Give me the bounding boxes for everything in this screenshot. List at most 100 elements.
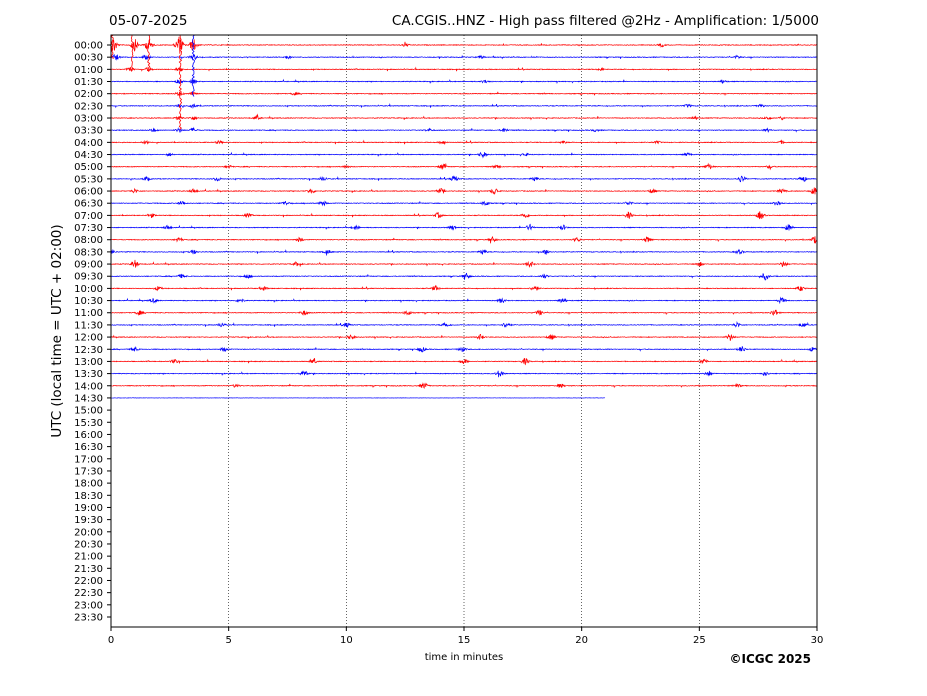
trace-1030 [110,296,818,305]
y-tick-label: 03:30 [74,126,103,137]
y-tick-label: 11:30 [74,320,103,331]
y-tick-label: 01:30 [74,77,103,88]
y-tick-label: 05:00 [74,162,103,173]
trace-1230 [110,346,818,353]
trace-0630 [110,200,818,207]
y-tick-label: 17:30 [74,466,103,477]
y-tick-label: 07:00 [74,211,103,222]
y-tick-label: 12:30 [74,345,103,356]
x-tick-label: 0 [108,635,114,646]
trace-0200 [110,91,818,97]
seismic-traces [110,36,818,399]
trace-0430 [110,151,818,159]
y-tick-label: 04:30 [74,150,103,161]
y-tick-label: 09:00 [74,260,103,271]
trace-0600 [110,187,818,195]
trace-0900 [110,259,818,268]
vertical-gridlines [228,35,700,627]
y-tick-label: 19:00 [74,503,103,514]
y-tick-label: 17:00 [74,454,103,465]
y-tick-label: 14:30 [74,393,103,404]
y-tick-label: 15:30 [74,418,103,429]
trace-0500 [110,162,818,171]
y-tick-label: 00:30 [74,53,103,64]
y-tick-label: 14:00 [74,381,103,392]
trace-0730 [110,223,818,231]
chart-title: CA.CGIS..HNZ - High pass filtered @2Hz -… [392,13,819,29]
y-tick-label: 19:30 [74,515,103,526]
y-tick-label: 01:00 [74,65,103,76]
y-tick-label: 07:30 [74,223,103,234]
spike-trace [178,34,183,130]
y-tick-label: 16:30 [74,442,103,453]
y-tick-label: 22:00 [74,576,103,587]
y-tick-label: 12:00 [74,333,103,344]
trace-0330 [110,126,818,133]
trace-0800 [110,236,818,244]
trace-0830 [110,248,818,256]
y-tick-label: 18:00 [74,479,103,490]
x-tick-label: 15 [458,635,471,646]
trace-1000 [110,284,818,292]
trace-1300 [110,357,818,366]
y-tick-label: 15:00 [74,406,103,417]
y-tick-label: 10:00 [74,284,103,295]
y-tick-label: 21:30 [74,564,103,575]
trace-0300 [110,113,818,121]
trace-1200 [110,333,818,341]
y-tick-label: 10:30 [74,296,103,307]
y-tick-label: 02:30 [74,101,103,112]
trace-1400 [110,382,818,389]
spike-trace [191,34,196,97]
y-tick-label: 13:00 [74,357,103,368]
trace-0100 [110,66,818,73]
x-tick-label: 20 [575,635,588,646]
trace-0000 [110,36,818,54]
y-tick-label: 05:30 [74,174,103,185]
y-tick-label: 02:00 [74,89,103,100]
spike-trace [147,34,151,70]
trace-0400 [110,139,818,145]
y-tick-label: 03:00 [74,114,103,125]
spike-trace [130,34,134,70]
y-axis-label: UTC (local time = UTC + 02:00) [49,224,65,437]
y-tick-label: 08:00 [74,235,103,246]
trace-0700 [110,211,818,220]
y-tick-label: 21:00 [74,552,103,563]
trace-0530 [110,175,818,183]
trace-0130 [110,78,818,85]
trace-1130 [110,321,818,329]
chart-date: 05-07-2025 [109,13,187,29]
y-tick-label: 13:30 [74,369,103,380]
y-tick-label: 09:30 [74,272,103,283]
trace-0230 [110,103,818,109]
x-tick-label: 25 [693,635,706,646]
y-tick-label: 20:30 [74,539,103,550]
y-tick-label: 11:00 [74,308,103,319]
x-tick-label: 30 [811,635,824,646]
x-tick-label: 5 [225,635,231,646]
x-axis-ticks: 0 5 10 15 20 25 30 [108,627,824,646]
y-tick-label: 08:30 [74,247,103,258]
y-tick-label: 22:30 [74,588,103,599]
y-tick-label: 18:30 [74,491,103,502]
y-tick-label: 06:30 [74,199,103,210]
plot-frame [110,34,818,628]
large-amplitude-spikes [110,34,196,130]
y-tick-label: 06:00 [74,187,103,198]
trace-1330 [110,370,818,378]
y-tick-label: 20:00 [74,527,103,538]
y-tick-label: 23:00 [74,600,103,611]
copyright-label: ©ICGC 2025 [729,652,811,666]
trace-1100 [110,309,818,316]
trace-0030 [110,54,818,61]
y-tick-label: 23:30 [74,612,103,623]
trace-0930 [110,272,818,281]
x-axis-label: time in minutes [425,652,504,663]
x-tick-label: 10 [340,635,353,646]
y-tick-label: 00:00 [74,41,103,52]
y-tick-label: 16:00 [74,430,103,441]
spike-trace [110,34,115,60]
